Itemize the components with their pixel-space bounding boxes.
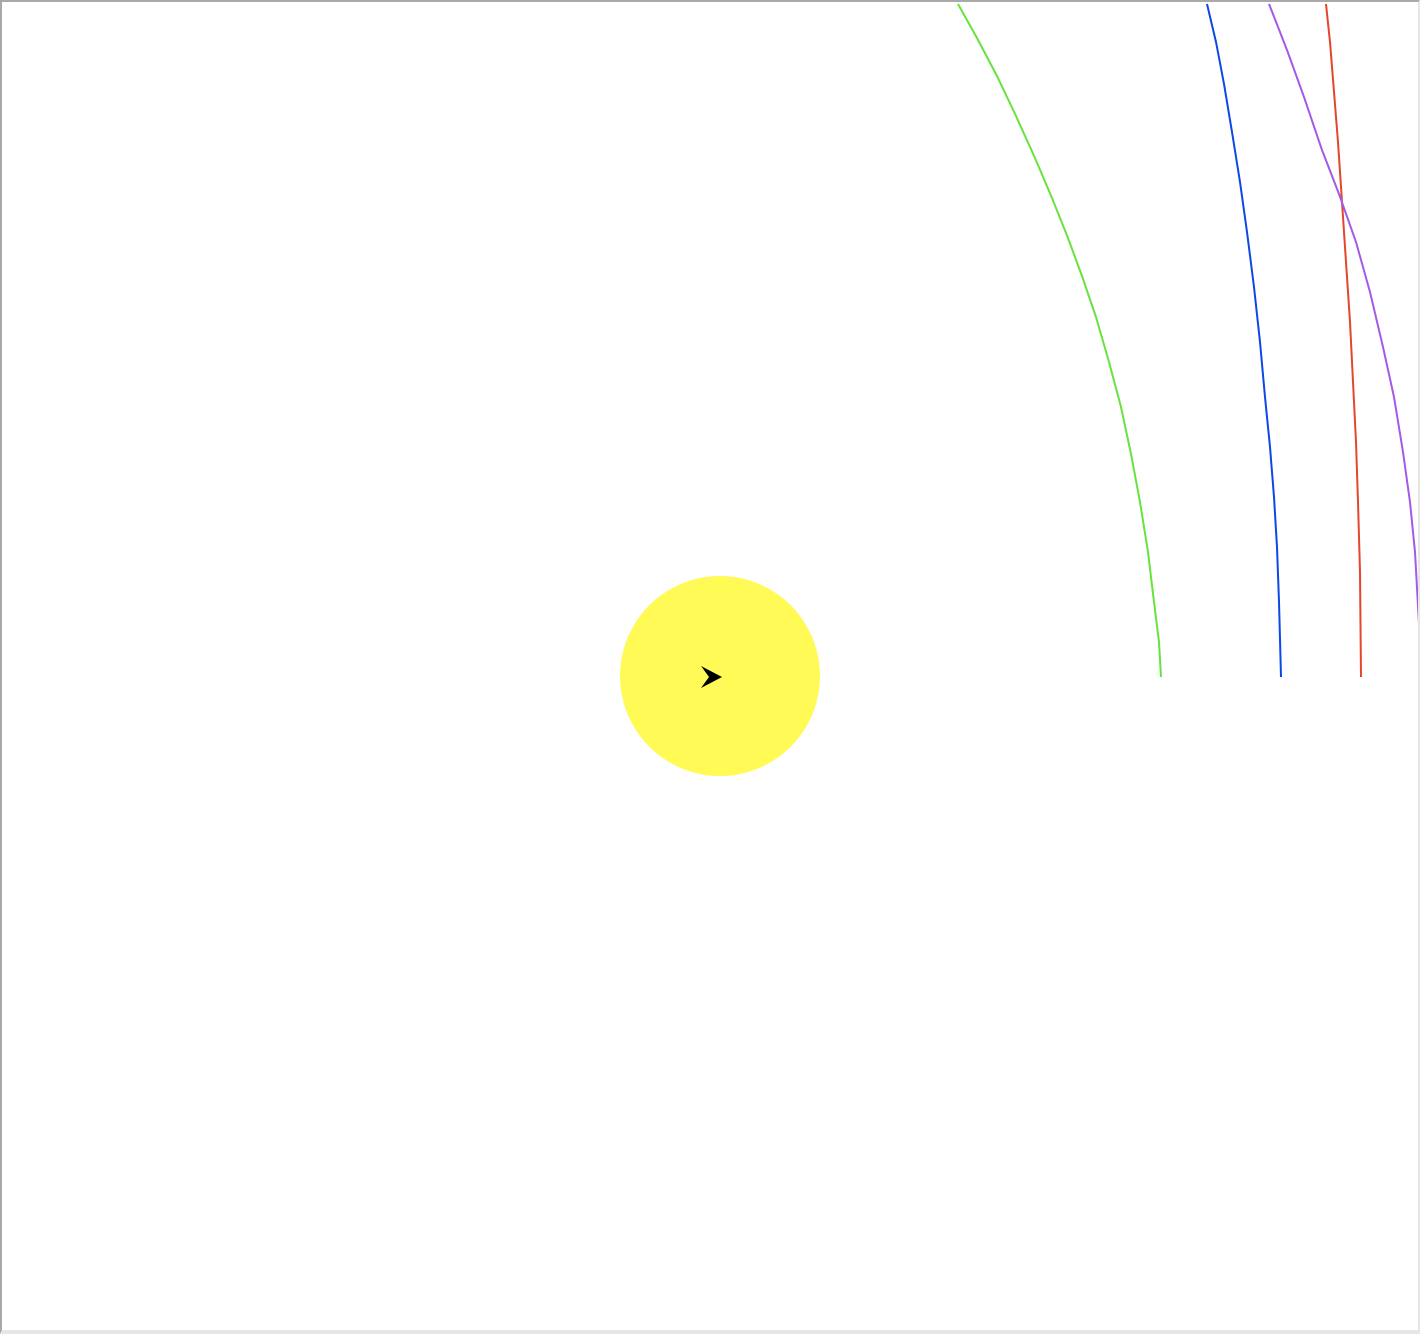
green-orbit-path [957,3,1162,678]
purple-orbit-path [1268,3,1418,625]
ship-arrow-icon [701,666,722,688]
red-orbit-path [1325,3,1362,678]
player-ship[interactable] [701,666,722,688]
blue-orbit-path [1206,3,1282,678]
